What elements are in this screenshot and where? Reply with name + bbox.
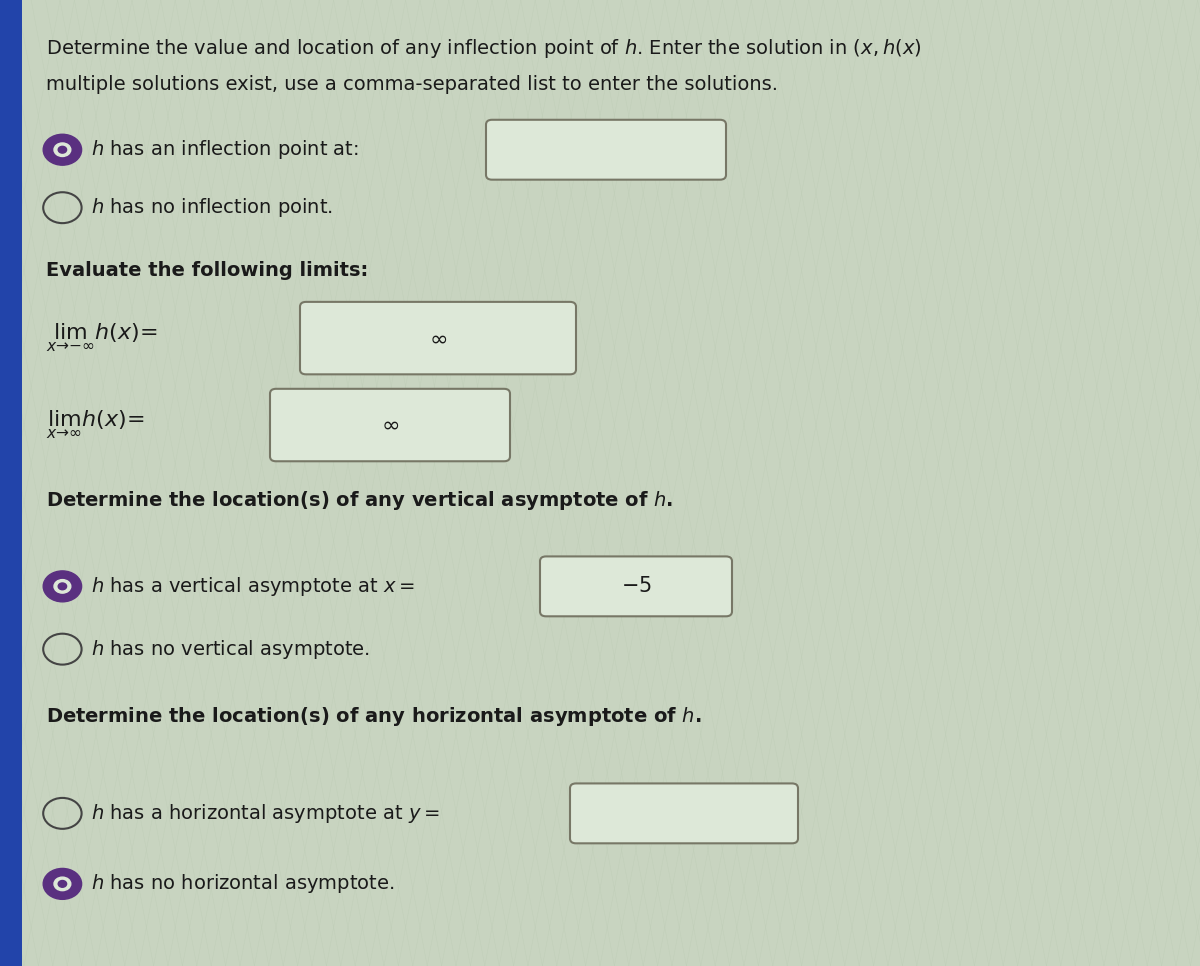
Text: $h$ has no horizontal asymptote.: $h$ has no horizontal asymptote. (91, 872, 395, 895)
Circle shape (58, 146, 67, 153)
Text: multiple solutions exist, use a comma-separated list to enter the solutions.: multiple solutions exist, use a comma-se… (46, 75, 778, 95)
Circle shape (43, 134, 82, 165)
Text: $\lim_{x \to -\infty} h(x) =$: $\lim_{x \to -\infty} h(x) =$ (46, 322, 157, 355)
Text: Determine the value and location of any inflection point of $h$. Enter the solut: Determine the value and location of any … (46, 37, 922, 60)
Text: Determine the location(s) of any horizontal asymptote of $h$.: Determine the location(s) of any horizon… (46, 705, 701, 728)
FancyBboxPatch shape (486, 120, 726, 180)
Text: $h$ has a vertical asymptote at $x =$: $h$ has a vertical asymptote at $x =$ (91, 575, 415, 598)
Text: $h$ has a horizontal asymptote at $y =$: $h$ has a horizontal asymptote at $y =$ (91, 802, 440, 825)
FancyBboxPatch shape (300, 301, 576, 374)
Text: $\lim_{x \to \infty} h(x) =$: $\lim_{x \to \infty} h(x) =$ (46, 409, 144, 441)
Text: Determine the location(s) of any vertical asymptote of $h$.: Determine the location(s) of any vertica… (46, 489, 673, 512)
Circle shape (54, 143, 71, 156)
Circle shape (43, 868, 82, 899)
Text: $h$ has no vertical asymptote.: $h$ has no vertical asymptote. (91, 638, 370, 661)
FancyBboxPatch shape (570, 783, 798, 843)
Text: $-5$: $-5$ (620, 577, 652, 596)
FancyBboxPatch shape (270, 388, 510, 461)
Text: $h$ has no inflection point.: $h$ has no inflection point. (91, 196, 334, 219)
Circle shape (54, 580, 71, 593)
Circle shape (58, 881, 67, 887)
Text: $\infty$: $\infty$ (380, 414, 400, 436)
FancyBboxPatch shape (540, 556, 732, 616)
Text: Evaluate the following limits:: Evaluate the following limits: (46, 261, 368, 280)
Circle shape (54, 877, 71, 891)
Text: $h$ has an inflection point at:: $h$ has an inflection point at: (91, 138, 359, 161)
Text: $\infty$: $\infty$ (428, 327, 448, 349)
Circle shape (58, 582, 67, 589)
FancyBboxPatch shape (0, 0, 22, 966)
Circle shape (43, 571, 82, 602)
